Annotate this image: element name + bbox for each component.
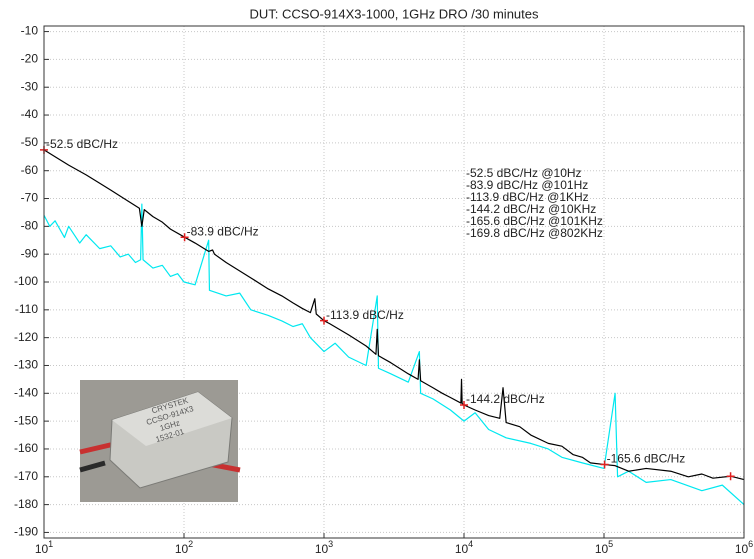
x-tick-exponent: 4	[468, 539, 473, 549]
annotation-label: -144.2 dBC/Hz	[466, 392, 545, 406]
marker	[320, 316, 328, 325]
marker	[726, 472, 735, 481]
annotation-label: -83.9 dBC/Hz	[187, 224, 259, 238]
series-line	[43, 149, 745, 481]
y-tick-label: -20	[21, 52, 39, 66]
x-tick-base: 10	[735, 542, 749, 556]
y-tick-label: -40	[21, 107, 39, 121]
y-tick-label: -10	[21, 24, 39, 38]
x-tick-label: 103	[315, 539, 333, 556]
x-tick-label: 102	[175, 539, 193, 556]
marker	[460, 400, 468, 409]
chart-title: DUT: CCSO-914X3-1000, 1GHz DRO /30 minut…	[250, 6, 539, 21]
y-tick-label: -30	[21, 79, 39, 93]
x-tick-label: 105	[595, 539, 613, 556]
y-tick-label: -170	[14, 469, 38, 483]
y-tick-label: -120	[14, 330, 38, 344]
y-tick-label: -190	[14, 525, 38, 539]
series-line	[43, 203, 745, 506]
info-line: -113.9 dBC/Hz @1KHz	[466, 190, 589, 204]
x-tick-label: 106	[735, 539, 753, 556]
y-tick-label: -50	[21, 135, 39, 149]
info-line: -83.9 dBC/Hz @101Hz	[466, 178, 588, 192]
x-tick-base: 10	[315, 542, 329, 556]
y-tick-label: -140	[14, 385, 38, 399]
photo-wire	[79, 460, 106, 473]
x-tick-exponent: 3	[328, 539, 333, 549]
y-tick-label: -80	[21, 219, 39, 233]
y-tick-label: -100	[14, 274, 38, 288]
marker	[600, 460, 609, 469]
inset-photo	[79, 380, 241, 502]
y-tick-label: -150	[14, 413, 38, 427]
x-tick-exponent: 6	[748, 539, 753, 549]
y-tick-label: -110	[15, 302, 38, 316]
x-tick-label: 104	[455, 539, 473, 556]
marker	[180, 233, 189, 242]
plot-frame	[43, 25, 745, 539]
x-tick-base: 10	[455, 542, 469, 556]
x-tick-base: 10	[35, 542, 49, 556]
x-tick-exponent: 2	[188, 539, 193, 549]
y-tick-label: -60	[21, 163, 39, 177]
x-tick-exponent: 1	[48, 539, 53, 549]
y-tick-label: -70	[21, 191, 39, 205]
x-tick-base: 10	[175, 542, 189, 556]
y-tick-label: -160	[14, 441, 38, 455]
annotation-label: -113.9 dBC/Hz	[326, 308, 404, 322]
annotation-label: -52.5 dBC/Hz	[46, 137, 118, 151]
y-tick-label: -180	[14, 497, 38, 511]
info-line: -165.6 dBC/Hz @101KHz	[466, 214, 603, 228]
x-tick-base: 10	[595, 542, 609, 556]
info-line: -144.2 dBC/Hz @10KHz	[466, 202, 596, 216]
info-line: -169.8 dBC/Hz @802KHz	[466, 226, 603, 240]
x-tick-label: 101	[35, 539, 53, 556]
y-tick-label: -90	[21, 246, 39, 260]
annotation-label: -165.6 dBC/Hz	[607, 452, 686, 466]
photo-device-top	[112, 392, 232, 446]
x-tick-exponent: 5	[608, 539, 613, 549]
y-tick-label: -130	[14, 358, 38, 372]
info-line: -52.5 dBC/Hz @10Hz	[466, 166, 582, 180]
